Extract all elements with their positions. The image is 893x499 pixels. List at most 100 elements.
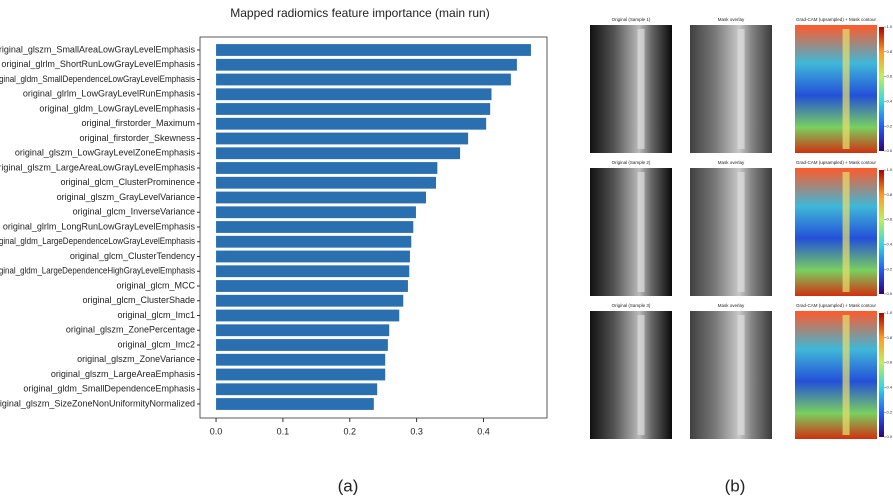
- colorbar-tick-label: 0.4: [887, 241, 893, 246]
- y-tick-label: original_gldm_LargeDependenceLowGrayLeve…: [0, 236, 195, 246]
- colorbar-tick-label: 1.0: [887, 310, 893, 315]
- image-title: Mask overlay: [718, 17, 745, 22]
- bar: [216, 339, 388, 351]
- y-tick-label: original_gldm_SmallDependenceLowGrayLeve…: [0, 74, 195, 84]
- y-tick-label: original_glrlm_ShortRunLowGrayLevelEmpha…: [1, 59, 195, 69]
- colorbar-tick-label: 1.0: [887, 167, 893, 172]
- bar: [216, 192, 426, 204]
- spine: [843, 29, 850, 149]
- bar: [216, 369, 385, 381]
- y-tick-label: original_glszm_LowGrayLevelZoneEmphasis: [15, 148, 196, 158]
- image: [590, 168, 672, 296]
- y-tick-label: original_glszm_ZoneVariance: [77, 354, 195, 364]
- bar: [216, 147, 460, 159]
- chart-title: Mapped radiomics feature importance (mai…: [230, 6, 489, 20]
- colorbar-tick-label: 0.2: [887, 266, 893, 271]
- image-title: Grad-CAM (upsampled) + Mask contour: [796, 17, 876, 22]
- y-tick-label: original_glcm_Imc2: [117, 339, 195, 349]
- colorbar-tick-label: 0.4: [887, 98, 893, 103]
- bar: [216, 177, 436, 189]
- bar: [216, 236, 411, 248]
- image: [590, 311, 672, 439]
- image-title: Mask overlay: [718, 160, 745, 165]
- bar: [216, 59, 517, 71]
- y-tick-label: original_gldm_SmallDependenceEmphasis: [23, 384, 195, 394]
- spine: [638, 315, 645, 435]
- bar: [216, 88, 491, 100]
- bar: [216, 118, 486, 130]
- spine: [638, 172, 645, 292]
- x-tick-label: 0.2: [344, 426, 357, 436]
- bar: [216, 251, 410, 263]
- colorbar: [879, 170, 884, 294]
- colorbar-tick-label: 0.6: [887, 74, 893, 79]
- colorbar-tick-label: 0.8: [887, 335, 893, 340]
- colorbar-tick-label: 0.8: [887, 49, 893, 54]
- bar: [216, 310, 399, 322]
- figure: Mapped radiomics feature importance (mai…: [0, 0, 893, 499]
- image: [690, 311, 772, 439]
- bar: [216, 295, 403, 307]
- x-tick-label: 0.4: [477, 426, 490, 436]
- y-tick-label: original_glcm_MCC: [116, 280, 195, 290]
- spine: [738, 315, 745, 435]
- colorbar-tick-label: 0.2: [887, 123, 893, 128]
- spine: [843, 172, 850, 292]
- bar: [216, 280, 408, 292]
- bar: [216, 103, 490, 115]
- colorbar-tick-label: 0.4: [887, 384, 893, 389]
- image-title: Original (Sample 1): [612, 17, 651, 22]
- y-tick-label: original_firstorder_Maximum: [81, 118, 195, 128]
- y-tick-label: original_glcm_ClusterShade: [82, 295, 195, 305]
- image: [795, 311, 877, 439]
- spine: [638, 29, 645, 149]
- y-tick-label: original_gldm_LowGrayLevelEmphasis: [39, 103, 195, 113]
- image-title: Original (Sample 2): [612, 160, 651, 165]
- y-tick-label: original_glszm_SmallAreaLowGrayLevelEmph…: [0, 44, 195, 54]
- panel-label: (a): [338, 476, 359, 495]
- bar: [216, 133, 468, 145]
- bar: [216, 265, 409, 277]
- y-tick-label: original_glrlm_LongRunLowGrayLevelEmphas…: [3, 221, 196, 231]
- bar: [216, 206, 416, 218]
- x-tick-label: 0.0: [210, 426, 223, 436]
- x-tick-label: 0.1: [277, 426, 290, 436]
- y-tick-label: original_glszm_LargeAreaLowGrayLevelEmph…: [0, 162, 195, 172]
- image: [690, 25, 772, 153]
- y-tick-label: original_gldm_LargeDependenceHighGrayLev…: [0, 266, 195, 276]
- y-tick-label: original_firstorder_Skewness: [79, 133, 195, 143]
- y-tick-label: original_glcm_ClusterTendency: [70, 251, 196, 261]
- bar: [216, 221, 413, 233]
- colorbar-tick-label: 0.6: [887, 217, 893, 222]
- y-tick-label: original_glrlm_LowGrayLevelRunEmphasis: [23, 89, 196, 99]
- colorbar: [879, 27, 884, 151]
- bar: [216, 162, 437, 174]
- image-title: Grad-CAM (upsampled) + Mask contour: [796, 303, 876, 308]
- spine: [738, 172, 745, 292]
- y-tick-label: original_glszm_SizeZoneNonUniformityNorm…: [0, 398, 195, 408]
- bar: [216, 324, 389, 336]
- panel-label: (b): [725, 476, 746, 495]
- image: [690, 168, 772, 296]
- y-tick-label: original_glcm_InverseVariance: [73, 207, 195, 217]
- spine: [843, 315, 850, 435]
- colorbar-tick-label: 0.0: [887, 148, 893, 153]
- y-tick-label: original_glszm_ZonePercentage: [66, 325, 195, 335]
- colorbar-tick-label: 1.0: [887, 24, 893, 29]
- x-tick-label: 0.3: [410, 426, 423, 436]
- bar: [216, 383, 377, 395]
- colorbar: [879, 313, 884, 437]
- bar: [216, 354, 385, 366]
- image: [795, 25, 877, 153]
- image: [795, 168, 877, 296]
- colorbar-tick-label: 0.2: [887, 409, 893, 414]
- bar: [216, 74, 511, 86]
- y-tick-label: original_glcm_ClusterProminence: [60, 177, 195, 187]
- colorbar-tick-label: 0.0: [887, 434, 893, 439]
- colorbar-tick-label: 0.0: [887, 291, 893, 296]
- spine: [738, 29, 745, 149]
- bar: [216, 398, 374, 410]
- bar: [216, 44, 531, 56]
- y-tick-label: original_glcm_Imc1: [117, 310, 195, 320]
- colorbar-tick-label: 0.8: [887, 192, 893, 197]
